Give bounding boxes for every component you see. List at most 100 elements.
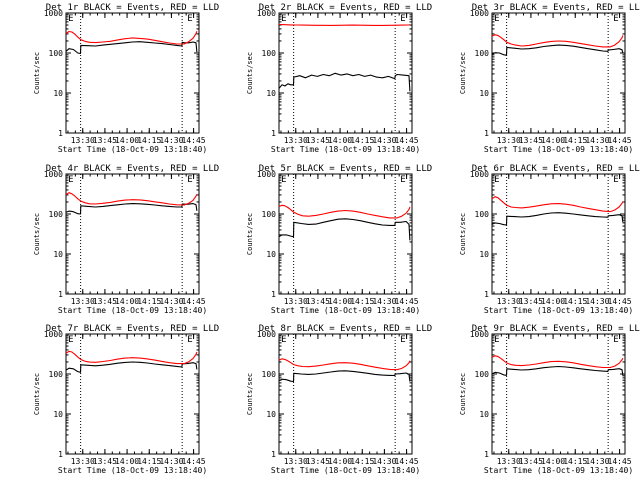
y-axis-title: Counts/sec [459, 52, 467, 94]
x-tick-label: 13:30 [284, 457, 308, 466]
x-tick-label: 14:15 [563, 136, 587, 145]
marker-label: E [187, 335, 192, 345]
x-axis-title: Start Time (18-Oct-09 13:18:40) [484, 466, 633, 475]
marker-label: E [613, 335, 618, 345]
plot-frame [65, 173, 200, 295]
x-tick-label: 14:30 [159, 457, 183, 466]
x-axis-title: Start Time (18-Oct-09 13:18:40) [58, 466, 207, 475]
lld-series-line [491, 355, 624, 369]
x-tick-label: 14:30 [585, 457, 609, 466]
marker-label: E [613, 175, 618, 185]
plot-frame [65, 333, 200, 455]
x-tick-label: 14:30 [372, 457, 396, 466]
x-tick-label: 14:15 [563, 297, 587, 306]
y-tick-label: 1000 [470, 9, 489, 18]
lld-series-line [65, 30, 198, 45]
marker-label: E [68, 14, 73, 24]
y-tick-label: 10 [53, 89, 63, 98]
events-series-line [491, 44, 624, 56]
detector-panel: Det 3r BLACK = Events, RED = LLD 1 10 100 10… [459, 3, 640, 154]
y-tick-label: 100 [475, 49, 490, 58]
x-axis-title: Start Time (18-Oct-09 13:18:40) [58, 306, 207, 315]
x-tick-label: 14:00 [328, 297, 352, 306]
panel-title: Det 2r BLACK = Events, RED = LLD [259, 3, 432, 13]
x-tick-label: 13:30 [497, 297, 521, 306]
y-tick-label: 1 [484, 450, 489, 459]
y-tick-label: 10 [53, 410, 63, 419]
y-tick-label: 1000 [257, 330, 276, 339]
y-axis-title: Counts/sec [33, 213, 41, 255]
plot-frame [491, 173, 626, 295]
y-tick-label: 1000 [44, 330, 63, 339]
marker-label: E [400, 335, 405, 345]
panel-title: Det 6r BLACK = Events, RED = LLD [472, 164, 640, 174]
x-tick-label: 14:00 [115, 136, 139, 145]
detector-panel: Det 4r BLACK = Events, RED = LLD 1 10 100 10… [33, 164, 219, 315]
detector-panel: Det 1r BLACK = Events, RED = LLD 1 10 100 10… [33, 3, 219, 154]
y-tick-label: 10 [53, 250, 63, 259]
y-tick-label: 10 [266, 410, 276, 419]
x-tick-label: 13:30 [497, 136, 521, 145]
detector-panel: Det 9r BLACK = Events, RED = LLD 1 10 100 10… [459, 324, 640, 475]
marker-label: E [494, 14, 499, 24]
lld-series-line [65, 192, 198, 206]
x-axis-title: Start Time (18-Oct-09 13:18:40) [271, 466, 420, 475]
lld-series-line [65, 350, 198, 365]
panel-title: Det 9r BLACK = Events, RED = LLD [472, 324, 640, 334]
x-tick-label: 14:45 [395, 297, 419, 306]
x-axis-title: Start Time (18-Oct-09 13:18:40) [58, 145, 207, 154]
y-tick-label: 10 [266, 250, 276, 259]
detector-panel: Det 6r BLACK = Events, RED = LLD 1 10 100 10… [459, 164, 640, 315]
lld-series-line [278, 204, 411, 219]
plot-frame [278, 333, 413, 455]
plot-frame [491, 333, 626, 455]
x-tick-label: 14:00 [541, 297, 565, 306]
events-series-line [65, 203, 198, 215]
plot-frame [278, 12, 413, 134]
x-tick-label: 14:30 [585, 136, 609, 145]
plot-frame [278, 173, 413, 295]
y-tick-label: 1000 [470, 170, 489, 179]
marker-label: E [400, 175, 405, 185]
x-tick-label: 14:15 [350, 136, 374, 145]
x-tick-label: 13:45 [93, 136, 117, 145]
x-tick-label: 13:45 [519, 136, 543, 145]
x-tick-label: 14:15 [563, 457, 587, 466]
x-tick-label: 13:30 [71, 297, 95, 306]
y-axis-title: Counts/sec [33, 52, 41, 94]
lld-series-line [278, 358, 411, 371]
x-tick-label: 14:00 [541, 136, 565, 145]
detector-panel: Det 2r BLACK = Events, RED = LLD 1 10 100 10… [246, 3, 432, 154]
x-tick-label: 13:45 [93, 457, 117, 466]
x-tick-label: 14:45 [395, 457, 419, 466]
x-tick-label: 14:15 [137, 297, 161, 306]
panel-title: Det 7r BLACK = Events, RED = LLD [46, 324, 219, 334]
y-tick-label: 10 [479, 410, 489, 419]
x-axis-title: Start Time (18-Oct-09 13:18:40) [484, 145, 633, 154]
x-tick-label: 14:00 [328, 457, 352, 466]
events-series-line [491, 365, 624, 376]
panel-title: Det 4r BLACK = Events, RED = LLD [46, 164, 219, 174]
lld-series-line [491, 34, 624, 48]
marker-label: E [187, 14, 192, 24]
detector-panel: Det 5r BLACK = Events, RED = LLD 1 10 100 10… [246, 164, 432, 315]
events-series-line [278, 72, 411, 92]
x-tick-label: 14:45 [182, 136, 206, 145]
y-tick-label: 100 [475, 210, 490, 219]
x-tick-label: 14:15 [350, 297, 374, 306]
x-tick-label: 13:30 [497, 457, 521, 466]
x-tick-label: 13:30 [71, 136, 95, 145]
x-tick-label: 14:30 [372, 297, 396, 306]
y-tick-label: 1000 [44, 9, 63, 18]
x-tick-label: 14:45 [395, 136, 419, 145]
y-tick-label: 10 [479, 89, 489, 98]
x-tick-label: 13:30 [284, 136, 308, 145]
y-tick-label: 100 [49, 49, 64, 58]
y-tick-label: 1 [484, 290, 489, 299]
x-tick-label: 14:15 [137, 136, 161, 145]
y-tick-label: 1000 [257, 9, 276, 18]
x-tick-label: 14:30 [372, 136, 396, 145]
y-tick-label: 1000 [44, 170, 63, 179]
y-tick-label: 10 [266, 89, 276, 98]
y-tick-label: 100 [475, 370, 490, 379]
